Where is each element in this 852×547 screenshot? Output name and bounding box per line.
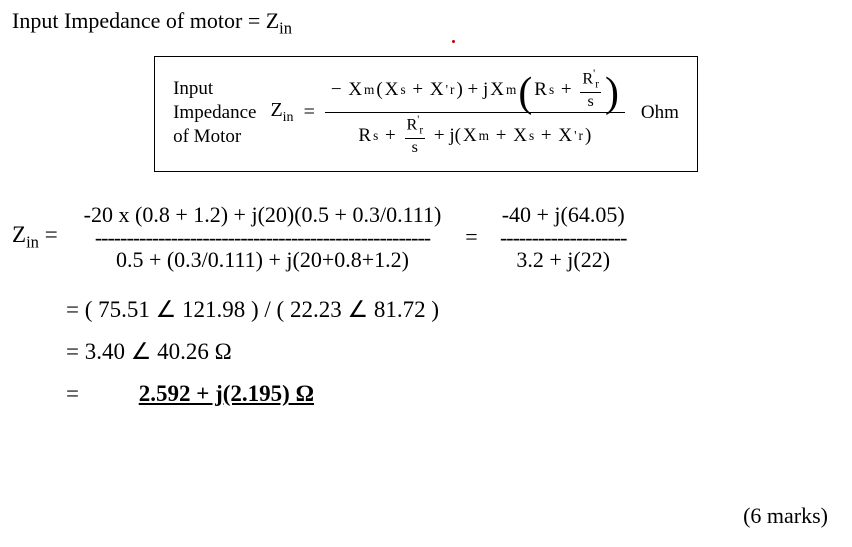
eq-sign: = xyxy=(304,101,315,124)
calc-frac-1: -20 x (0.8 + 1.2) + j(20)(0.5 + 0.3/0.11… xyxy=(76,200,450,275)
sym-rs: R xyxy=(534,79,547,101)
sym-xm2: X xyxy=(490,79,504,101)
formula-label-l1: Input xyxy=(173,78,213,99)
calc-dash-2: -------------------- xyxy=(500,230,627,245)
calc-den-2: 3.2 + j(22) xyxy=(508,245,618,275)
formula-unit: Ohm xyxy=(641,102,679,124)
calc-step3: = 3.40 ∠ 40.26 Ω xyxy=(66,339,840,365)
sub-sd2: s xyxy=(529,128,534,144)
heading-text: Input Impedance of motor = Z xyxy=(12,8,279,33)
lhs-var: Z xyxy=(12,222,26,247)
sub-sd: s xyxy=(373,128,378,144)
sym-rs2: R xyxy=(358,125,371,147)
lparen-icon: ( xyxy=(518,83,532,104)
formula-var-sub: in xyxy=(283,110,294,125)
formula-label: Input Impedance of Motor xyxy=(173,77,256,148)
sup-p4: ' xyxy=(574,128,576,144)
sym-s: s xyxy=(586,94,596,110)
formula-fraction: − Xm (Xs + X'r) + jXm ( Rs + R'r s ) Rs … xyxy=(325,69,625,156)
sub-s: s xyxy=(400,82,405,98)
sym-s2: s xyxy=(410,140,420,156)
sub-rd2: r xyxy=(579,128,583,144)
formula-label-l2: Impedance xyxy=(173,102,256,123)
calc-eq-1: = xyxy=(465,224,477,250)
sub-r: r xyxy=(450,82,454,98)
sym-xr: X xyxy=(430,79,444,101)
rparen-icon: ) xyxy=(605,83,619,104)
sub-m: m xyxy=(364,82,374,98)
calc-frac-2: -40 + j(64.05) -------------------- 3.2 … xyxy=(494,200,633,275)
sym-rr: R xyxy=(582,71,593,88)
sym-xm: X xyxy=(348,79,362,101)
heading-sub: in xyxy=(279,18,292,37)
sym-xs2: X xyxy=(513,125,527,147)
formula-box-wrap: Input Impedance of Motor Zin = − Xm (Xs … xyxy=(12,56,840,171)
sub-s2: s xyxy=(549,82,554,98)
result-prefix: = xyxy=(66,381,85,406)
calc-step1-row: Zin = -20 x (0.8 + 1.2) + j(20)(0.5 + 0.… xyxy=(12,200,840,275)
sub-r2: r xyxy=(595,79,599,91)
sup-p: ' xyxy=(446,82,448,98)
formula-label-l3: of Motor xyxy=(173,126,241,147)
sub-m3: m xyxy=(479,128,489,144)
lhs-sub: in xyxy=(26,233,39,252)
lhs-eq: = xyxy=(39,222,58,247)
formula-denominator: Rs + R'r s + j(Xm + Xs + X'r) xyxy=(352,115,597,156)
sub-m2: m xyxy=(506,82,516,98)
accent-dot xyxy=(452,40,455,43)
marks-label: (6 marks) xyxy=(743,503,828,529)
calc-step2: = ( 75.51 ∠ 121.98 ) / ( 22.23 ∠ 81.72 ) xyxy=(66,297,840,323)
fraction-bar xyxy=(325,112,625,113)
formula-box: Input Impedance of Motor Zin = − Xm (Xs … xyxy=(154,56,698,171)
result-value: 2.592 + j(2.195) Ω xyxy=(139,381,314,406)
formula-var: Zin xyxy=(270,99,293,126)
rr-over-s: R'r s xyxy=(580,69,601,110)
sym-xr2: X xyxy=(558,125,572,147)
formula-numerator: − Xm (Xs + X'r) + jXm ( Rs + R'r s ) xyxy=(325,69,625,110)
calc-dash-1: ----------------------------------------… xyxy=(95,230,430,245)
sub-rd: r xyxy=(419,125,423,137)
calc-lhs: Zin = xyxy=(12,222,58,253)
sym-rr2: R xyxy=(407,117,418,134)
formula-var-letter: Z xyxy=(270,99,282,121)
sym-xs: X xyxy=(385,79,399,101)
calc-result: = 2.592 + j(2.195) Ω xyxy=(66,381,840,407)
calc-den-1: 0.5 + (0.3/0.111) + j(20+0.8+1.2) xyxy=(108,245,417,275)
rr-over-s-2: R'r s xyxy=(405,115,426,156)
sym-xm3: X xyxy=(463,125,477,147)
page-title: Input Impedance of motor = Zin xyxy=(12,8,840,38)
